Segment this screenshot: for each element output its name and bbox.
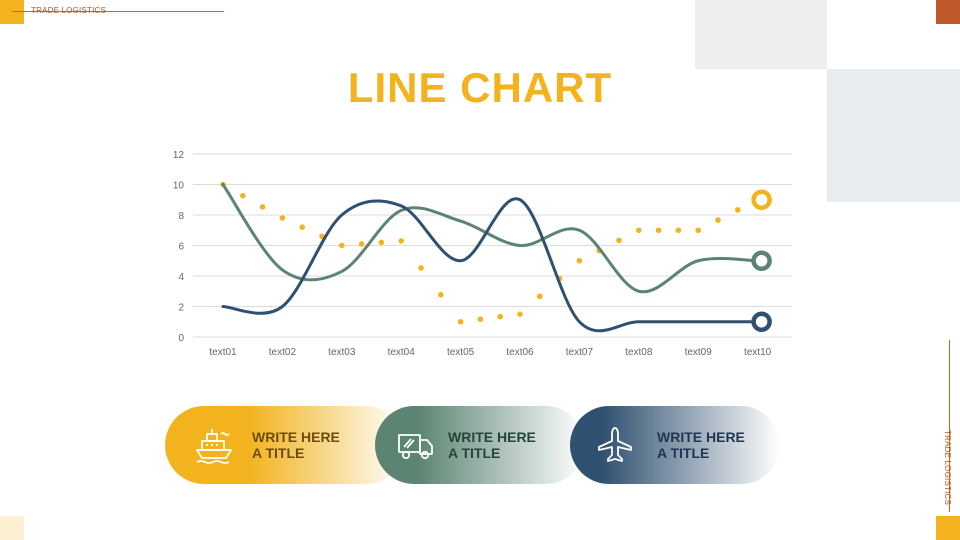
card-1[interactable]: WRITE HERE A TITLE (165, 406, 405, 484)
x-tick-label: text08 (625, 347, 653, 358)
series-0-dot (636, 227, 642, 234)
gray-block-top (695, 0, 827, 69)
ship-icon (196, 429, 232, 464)
brand-side-line (949, 340, 950, 512)
series-0-dot (279, 215, 286, 221)
series-0-dot (477, 316, 484, 323)
card-2[interactable]: WRITE HERE A TITLE (375, 406, 585, 484)
series-0-dot (438, 292, 444, 298)
series-0-dot (616, 237, 622, 244)
series-0-dot (735, 207, 741, 213)
series-0-dot (655, 227, 662, 234)
y-tick-label: 6 (178, 242, 184, 253)
y-tick-label: 10 (173, 181, 185, 192)
page-title: LINE CHART (347, 64, 613, 111)
x-tick-label: text06 (506, 347, 534, 358)
card-1-title: WRITE HERE A TITLE (252, 429, 340, 461)
y-tick-label: 8 (178, 211, 184, 222)
series-0-dot (537, 293, 543, 300)
series-2-line (221, 197, 760, 333)
series-0-dot (497, 313, 504, 320)
series-0-dot (715, 217, 721, 223)
y-tick-label: 12 (173, 150, 185, 161)
card-2-title: WRITE HERE A TITLE (448, 429, 536, 461)
x-tick-label: text01 (209, 347, 237, 358)
brand-top-line (12, 11, 224, 12)
series-0-dot (695, 227, 701, 234)
series-0-dot (517, 311, 523, 317)
x-tick-label: text03 (328, 347, 356, 358)
x-tick-label: text09 (685, 347, 713, 358)
series-0-dot (418, 265, 424, 271)
y-tick-label: 2 (178, 303, 184, 314)
series-2-end-marker (751, 311, 772, 332)
series-0-dot (398, 238, 405, 244)
x-tick-label: text02 (269, 347, 297, 358)
card-3[interactable]: WRITE HERE A TITLE (570, 406, 780, 484)
truck-icon (398, 434, 433, 460)
corner-block-bottom-left (0, 516, 24, 540)
gray-block-right (827, 69, 960, 202)
brand-side-label: TRADE LOGISTICS (943, 430, 952, 506)
x-tick-label: text10 (744, 347, 772, 358)
series-1-end-marker (751, 250, 772, 271)
card-3-title: WRITE HERE A TITLE (657, 429, 745, 461)
corner-block-bottom-right (936, 516, 960, 540)
x-tick-label: text04 (388, 347, 416, 358)
corner-block-top-left (0, 0, 24, 24)
x-tick-label: text07 (566, 347, 594, 358)
series-0-dot (259, 204, 266, 210)
series-0-dot (378, 239, 385, 246)
series-0-dot (240, 192, 246, 199)
airplane-icon (598, 427, 632, 462)
series-0-dot (576, 257, 583, 264)
series-0-dot (358, 241, 365, 247)
series-0-dot (339, 242, 345, 249)
series-0-dot (457, 318, 464, 325)
series-0-dot (299, 224, 306, 230)
x-tick-label: text05 (447, 347, 475, 358)
y-tick-label: 4 (178, 272, 184, 283)
y-tick-label: 0 (178, 333, 184, 344)
series-0-dot (675, 227, 682, 234)
brand-top-label: TRADE LOGISTICS (31, 6, 107, 15)
series-0-end-marker (751, 189, 772, 210)
corner-block-top-right (936, 0, 960, 24)
